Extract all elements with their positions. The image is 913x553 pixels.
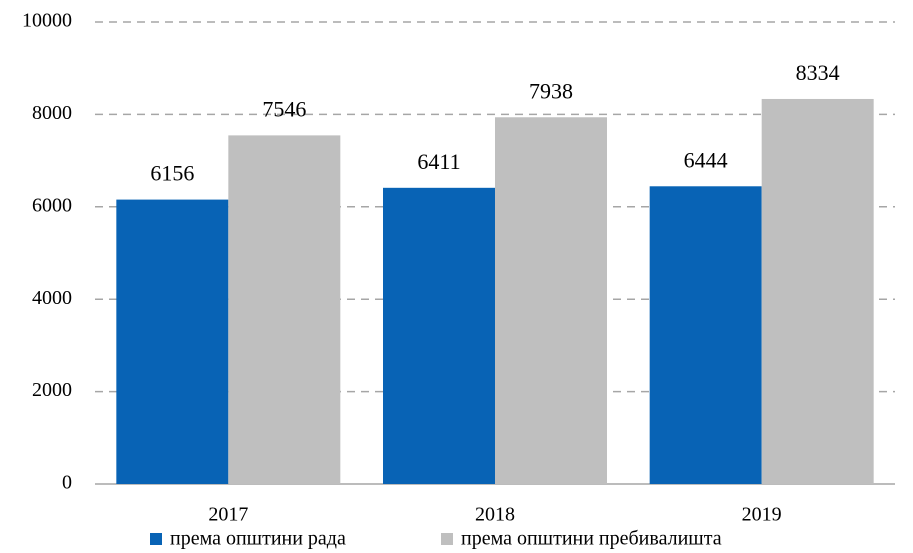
y-tick-label: 4000 [32,287,72,309]
legend-swatch [150,533,162,545]
bar [649,186,762,484]
y-tick-label: 2000 [32,379,72,401]
x-tick-label: 2017 [208,504,248,526]
bar [495,117,607,484]
data-label: 7546 [262,96,306,121]
bar [228,135,341,484]
y-tick-label: 8000 [32,102,72,124]
legend-label: према општини рада [170,528,346,550]
x-tick-label: 2019 [742,504,782,526]
y-tick-label: 10000 [22,10,72,32]
data-label: 7938 [529,78,573,103]
bar [116,199,229,484]
x-tick-label: 2018 [475,504,515,526]
legend-swatch [441,533,453,545]
data-label: 6444 [684,147,728,172]
data-label: 8334 [796,60,840,85]
bar [761,98,874,484]
y-tick-label: 6000 [32,194,72,216]
data-label: 6411 [417,149,460,174]
bar [383,187,495,484]
legend-label: према општини пребивалишта [461,528,722,550]
data-label: 6156 [150,161,194,186]
y-tick-label: 0 [62,472,72,494]
